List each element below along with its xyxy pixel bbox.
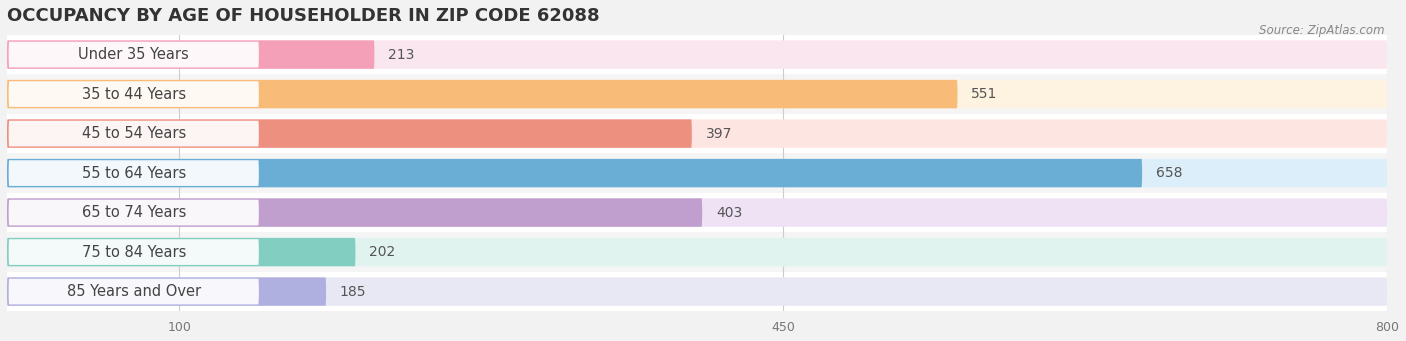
Text: 202: 202	[370, 245, 395, 259]
FancyBboxPatch shape	[7, 74, 1388, 114]
FancyBboxPatch shape	[7, 119, 1388, 148]
FancyBboxPatch shape	[7, 238, 1388, 266]
FancyBboxPatch shape	[7, 114, 1388, 153]
FancyBboxPatch shape	[7, 80, 957, 108]
FancyBboxPatch shape	[8, 160, 259, 186]
Text: 658: 658	[1156, 166, 1182, 180]
Text: OCCUPANCY BY AGE OF HOUSEHOLDER IN ZIP CODE 62088: OCCUPANCY BY AGE OF HOUSEHOLDER IN ZIP C…	[7, 7, 599, 25]
FancyBboxPatch shape	[7, 272, 1388, 311]
FancyBboxPatch shape	[7, 277, 1388, 306]
Text: 45 to 54 Years: 45 to 54 Years	[82, 126, 186, 141]
Text: 65 to 74 Years: 65 to 74 Years	[82, 205, 186, 220]
FancyBboxPatch shape	[7, 193, 1388, 232]
FancyBboxPatch shape	[8, 121, 259, 146]
Text: 55 to 64 Years: 55 to 64 Years	[82, 166, 186, 181]
FancyBboxPatch shape	[7, 232, 1388, 272]
FancyBboxPatch shape	[8, 42, 259, 68]
FancyBboxPatch shape	[8, 279, 259, 305]
FancyBboxPatch shape	[8, 200, 259, 225]
Text: Source: ZipAtlas.com: Source: ZipAtlas.com	[1260, 24, 1385, 37]
FancyBboxPatch shape	[7, 198, 702, 227]
FancyBboxPatch shape	[7, 40, 374, 69]
FancyBboxPatch shape	[7, 198, 1388, 227]
FancyBboxPatch shape	[7, 80, 1388, 108]
FancyBboxPatch shape	[7, 119, 692, 148]
FancyBboxPatch shape	[7, 40, 1388, 69]
Text: 35 to 44 Years: 35 to 44 Years	[82, 87, 186, 102]
FancyBboxPatch shape	[7, 153, 1388, 193]
Text: 213: 213	[388, 48, 415, 62]
Text: 85 Years and Over: 85 Years and Over	[66, 284, 201, 299]
FancyBboxPatch shape	[7, 159, 1388, 187]
Text: 397: 397	[706, 127, 733, 140]
FancyBboxPatch shape	[8, 239, 259, 265]
Text: 185: 185	[340, 285, 367, 299]
Text: 551: 551	[972, 87, 998, 101]
FancyBboxPatch shape	[7, 159, 1142, 187]
Text: Under 35 Years: Under 35 Years	[79, 47, 190, 62]
FancyBboxPatch shape	[7, 238, 356, 266]
FancyBboxPatch shape	[8, 81, 259, 107]
Text: 75 to 84 Years: 75 to 84 Years	[82, 244, 186, 260]
FancyBboxPatch shape	[7, 35, 1388, 74]
FancyBboxPatch shape	[7, 277, 326, 306]
Text: 403: 403	[716, 206, 742, 220]
